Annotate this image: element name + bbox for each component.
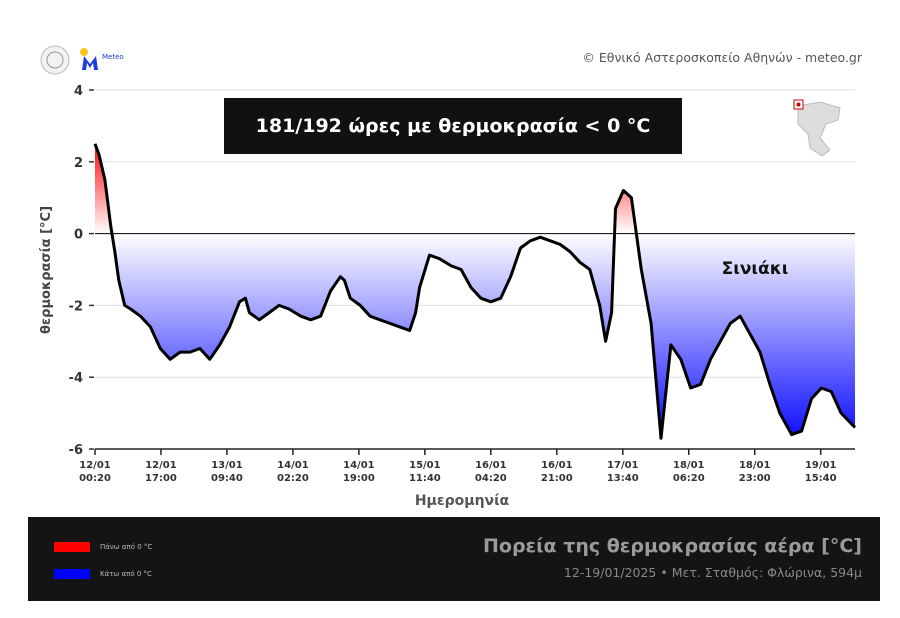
copyright: © Εθνικό Αστεροσκοπείο Αθηνών - meteo.gr xyxy=(582,50,862,65)
y-axis-label: θερμοκρασία [°C] xyxy=(39,206,54,334)
x-tick-label-time: 19:00 xyxy=(343,473,375,484)
legend-above-zero: Πάνω από 0 °C xyxy=(54,542,152,552)
greece-map-inset xyxy=(793,99,841,157)
x-tick-label-date: 18/01 xyxy=(739,460,771,471)
x-tick-label-time: 02:20 xyxy=(277,473,309,484)
y-tick-label: -6 xyxy=(69,443,83,458)
x-tick-label-time: 21:00 xyxy=(541,473,573,484)
footer-bar: Πάνω από 0 °C Κάτω από 0 °C Πορεία της θ… xyxy=(28,517,880,601)
x-tick-label-date: 16/01 xyxy=(475,460,507,471)
x-tick-label-date: 12/01 xyxy=(79,460,111,471)
x-tick-label-time: 23:00 xyxy=(739,473,771,484)
x-tick-label-date: 17/01 xyxy=(607,460,639,471)
legend-label: Κάτω από 0 °C xyxy=(100,570,152,578)
footer-subtitle: 12-19/01/2025 • Μετ. Σταθμός: Φλώρινα, 5… xyxy=(563,565,862,580)
x-tick-label-date: 19/01 xyxy=(805,460,837,471)
x-tick-label-time: 00:20 xyxy=(79,473,111,484)
x-tick-label-time: 13:40 xyxy=(607,473,639,484)
legend-label: Πάνω από 0 °C xyxy=(100,543,153,551)
x-tick-label-date: 12/01 xyxy=(145,460,177,471)
x-tick-label-date: 13/01 xyxy=(211,460,243,471)
y-tick-label: -4 xyxy=(69,371,83,386)
x-tick-label-time: 04:20 xyxy=(475,473,507,484)
legend-below-zero: Κάτω από 0 °C xyxy=(54,569,152,579)
x-tick-label-time: 11:40 xyxy=(409,473,441,484)
x-tick-label-date: 18/01 xyxy=(673,460,705,471)
x-tick-label-time: 17:00 xyxy=(145,473,177,484)
y-tick-label: -2 xyxy=(69,299,83,314)
legend-swatch-blue xyxy=(54,569,90,579)
y-tick-label: 0 xyxy=(74,228,83,243)
logos: Meteo xyxy=(40,44,150,82)
area-below-zero xyxy=(111,233,855,439)
logo-text: Meteo xyxy=(102,53,124,61)
x-tick-label-date: 15/01 xyxy=(409,460,441,471)
x-tick-label-time: 09:40 xyxy=(211,473,243,484)
legend-swatch-red xyxy=(54,542,90,552)
hours-below-zero-banner: 181/192 ώρες με θερμοκρασία < 0 °C xyxy=(224,98,682,154)
noa-seal-logo: Meteo xyxy=(40,45,124,75)
x-tick-label-time: 06:20 xyxy=(673,473,705,484)
x-tick-label-date: 14/01 xyxy=(277,460,309,471)
x-tick-label-date: 16/01 xyxy=(541,460,573,471)
y-tick-label: 2 xyxy=(74,156,83,171)
x-tick-label-date: 14/01 xyxy=(343,460,375,471)
x-tick-label-time: 15:40 xyxy=(805,473,837,484)
temperature-line xyxy=(93,143,857,440)
x-axis-label: Ημερομηνία xyxy=(415,493,510,509)
y-tick-label: 4 xyxy=(74,84,83,99)
station-annotation: Σινιάκι xyxy=(722,259,789,279)
footer-title: Πορεία της θερμοκρασίας αέρα [°C] xyxy=(483,535,862,557)
